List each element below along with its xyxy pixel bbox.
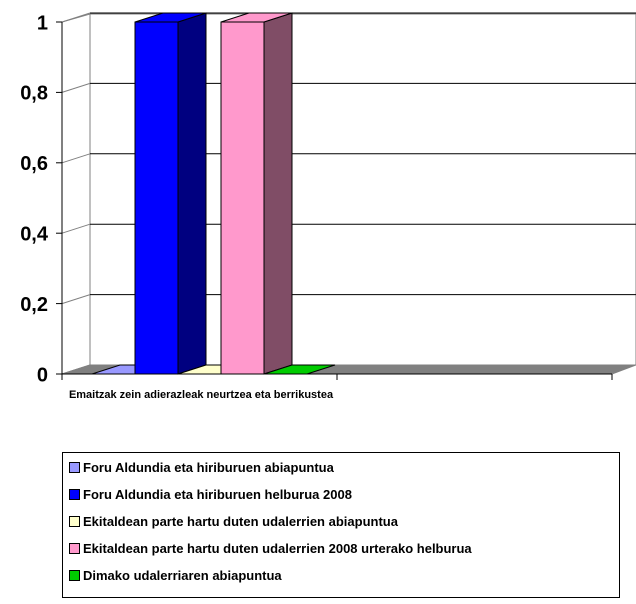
y-tick-label: 1 [37,12,48,34]
legend-item: Ekitaldean parte hartu duten udalerrien … [69,538,472,558]
legend-swatch [69,569,80,581]
legend-label: Ekitaldean parte hartu duten udalerrien … [83,540,472,556]
bar [134,12,207,375]
y-tick-label: 0 [37,364,48,386]
bar-front [220,21,265,375]
grid-line-depth [61,12,91,23]
legend-swatch [69,488,80,500]
legend-swatch [69,461,80,473]
legend-label: Foru Aldundia eta hiriburuen helburua 20… [83,486,352,502]
y-tick-label: 0,8 [20,83,48,105]
bar [263,364,336,375]
legend-item: Foru Aldundia eta hiriburuen helburua 20… [69,484,352,504]
legend-label: Foru Aldundia eta hiriburuen abiapuntua [83,459,334,475]
y-tick-label: 0,6 [20,153,48,175]
legend-item: Ekitaldean parte hartu duten udalerrien … [69,511,398,531]
x-tick-label: Emaitzak zein adierazleak neurtzea eta b… [68,389,334,401]
bar [220,12,293,375]
legend-swatch [69,542,80,554]
bar-side [177,12,207,375]
grid-line-depth [61,82,91,93]
bar-top [220,12,293,23]
bar-side [263,12,293,375]
legend-label: Ekitaldean parte hartu duten udalerrien … [83,513,398,529]
bar-top [134,12,207,23]
legend-item: Foru Aldundia eta hiriburuen abiapuntua [69,457,334,477]
bar-front [134,21,179,375]
legend-item: Dimako udalerriaren abiapuntua [69,565,282,585]
grid-line-depth [61,294,91,305]
side-wall [61,13,91,375]
legend: Foru Aldundia eta hiriburuen abiapuntua F… [62,452,620,598]
y-tick-label: 0,2 [20,294,48,316]
legend-swatch [69,515,80,527]
bar-top [263,364,336,375]
grid-line-depth [61,153,91,164]
grid-line-depth [61,223,91,234]
y-tick-label: 0,4 [20,223,49,245]
chart: 0 0,2 0,4 0,6 0,8 1 [20,12,636,386]
legend-label: Dimako udalerriaren abiapuntua [83,567,282,583]
